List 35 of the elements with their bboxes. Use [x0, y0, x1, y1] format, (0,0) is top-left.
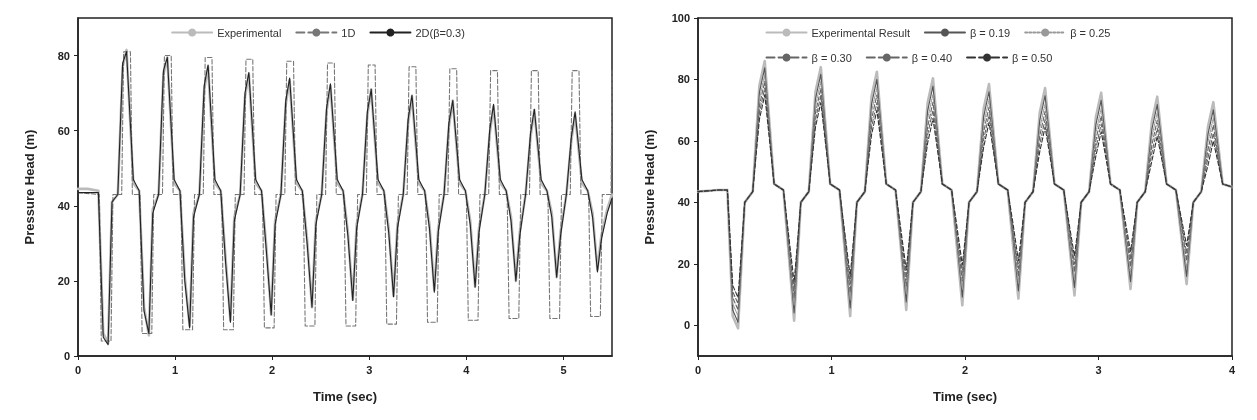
y-tick-label: 40 [677, 196, 690, 209]
legend-label: β = 0.30 [811, 51, 852, 64]
y-tick-label: 20 [57, 274, 70, 287]
legend-label: 2D(β=0.3) [415, 26, 465, 39]
y-tick-label: 20 [677, 257, 690, 270]
legend-label: β = 0.50 [1012, 51, 1053, 64]
y-tick-label: 80 [677, 73, 690, 86]
legend-label: 1D [341, 26, 356, 39]
y-tick-label: 60 [57, 124, 70, 137]
legend-label: β = 0.40 [911, 51, 953, 64]
legend-label: Experimental [217, 26, 282, 39]
legend-label: Experimental Result [811, 26, 910, 39]
y-tick-label: 80 [57, 49, 70, 62]
legend-label: β = 0.19 [969, 26, 1011, 39]
y-tick-label: 100 [671, 12, 690, 24]
y-axis-title: Pressure Head (m) [642, 129, 657, 245]
x-tick-label: 3 [366, 363, 373, 376]
y-tick-label: 0 [63, 350, 70, 362]
x-axis-title: Time (sec) [312, 389, 378, 404]
y-tick-label: 60 [677, 134, 690, 147]
x-tick-label: 4 [1228, 363, 1236, 376]
x-tick-label: 0 [74, 363, 82, 376]
x-tick-label: 3 [1095, 363, 1102, 376]
x-tick-label: 0 [694, 363, 702, 376]
x-tick-label: 2 [269, 363, 276, 376]
y-tick-label: 0 [683, 319, 690, 332]
x-tick-label: 1 [828, 363, 835, 376]
legend-label: β = 0.25 [1070, 26, 1111, 39]
x-axis-title: Time (sec) [932, 389, 998, 404]
y-tick-label: 40 [57, 199, 70, 212]
x-tick-label: 1 [172, 363, 179, 376]
x-tick-label: 4 [463, 363, 471, 376]
x-tick-label: 5 [560, 363, 567, 376]
x-tick-label: 2 [961, 363, 969, 376]
y-axis-title: Pressure Head (m) [22, 129, 37, 245]
